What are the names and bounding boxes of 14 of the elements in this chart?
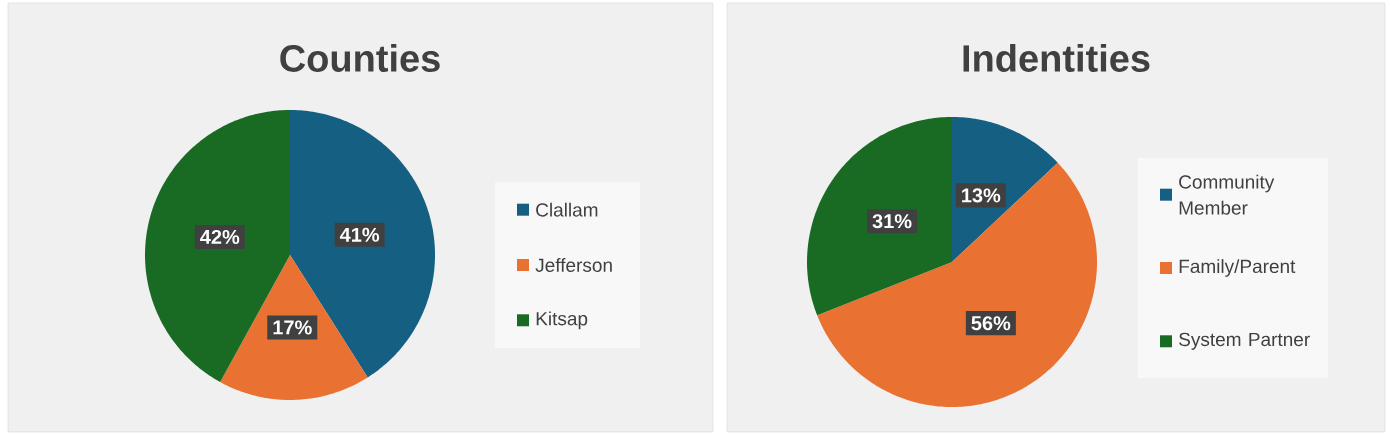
legend-label: Clallam	[536, 202, 598, 217]
legend-label: Jefferson	[535, 258, 612, 272]
data-label: 41%	[339, 227, 380, 242]
data-label: 17%	[273, 320, 312, 335]
legend-label: Family/Parent	[1179, 259, 1296, 277]
legend-label: System Partner	[1179, 332, 1310, 350]
data-label: 56%	[971, 316, 1011, 331]
data-label: 31%	[872, 214, 912, 229]
data-label: 42%	[200, 229, 240, 245]
data-label: 13%	[962, 188, 1001, 203]
chart-title: Counties	[280, 44, 440, 72]
legend-label: Community Member	[1179, 174, 1275, 215]
legend-label: Kitsap	[536, 311, 588, 330]
chart-title: Indentities	[963, 44, 1150, 72]
